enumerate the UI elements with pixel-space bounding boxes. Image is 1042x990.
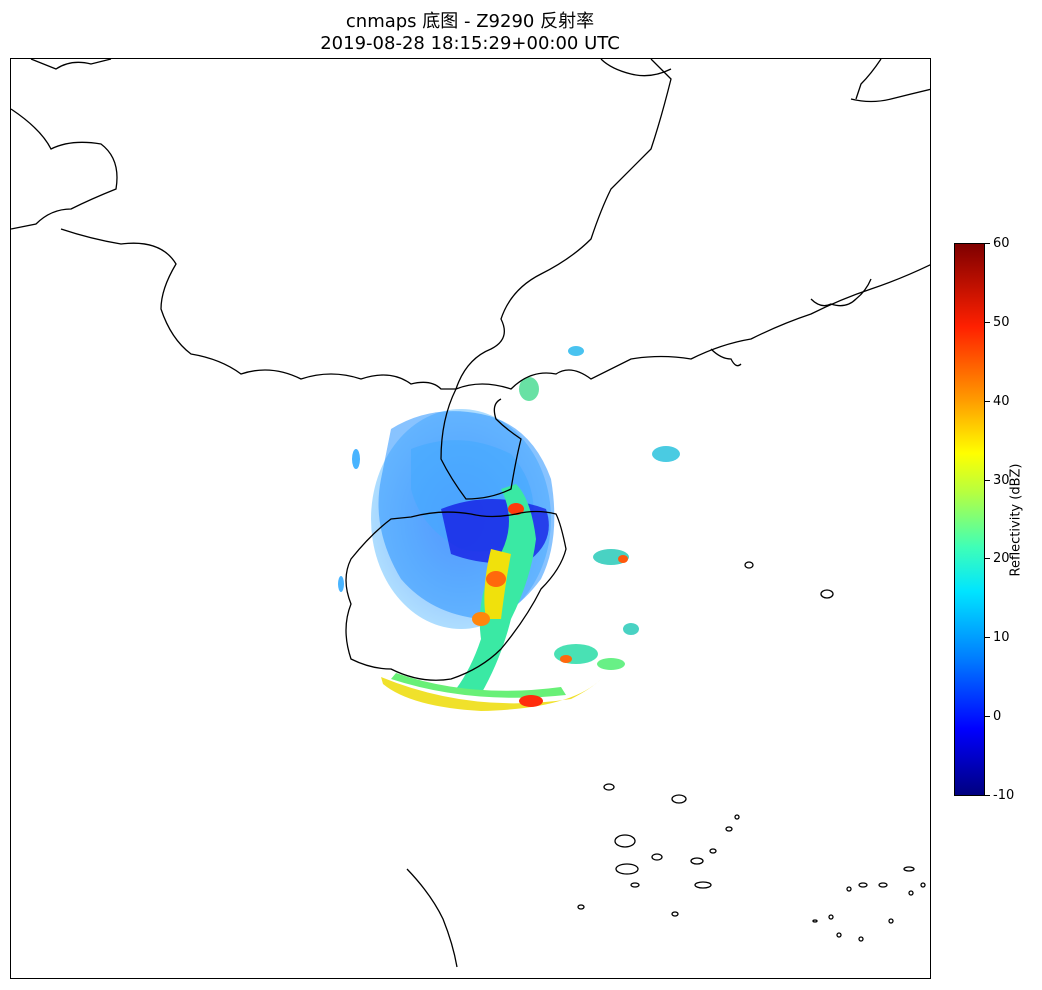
map-plot-area <box>10 58 931 979</box>
island-1 <box>744 561 754 569</box>
radar-echo-layer <box>338 346 680 711</box>
island-2 <box>820 589 834 599</box>
colorbar-tick-label: 30 <box>993 473 1010 488</box>
reflectivity-colorbar <box>954 243 985 796</box>
province-border-top-right <box>600 59 672 77</box>
island-14 <box>725 826 733 832</box>
map-canvas <box>11 59 930 968</box>
province-border-north <box>60 228 456 390</box>
map-subtitle-timestamp: 2019-08-28 18:15:29+00:00 UTC <box>320 33 620 54</box>
pearl-river-coast-islands <box>810 278 872 307</box>
island-6 <box>615 863 639 875</box>
island-5 <box>614 834 636 848</box>
colorbar-tick-label: 20 <box>993 551 1010 566</box>
colorbar-tick-label: -10 <box>993 788 1015 803</box>
province-border-northwest <box>11 108 118 230</box>
province-border-ne-corner <box>855 59 882 100</box>
island-25 <box>908 890 914 896</box>
colorbar-tick <box>985 716 990 717</box>
colorbar-tick-label: 0 <box>993 709 1002 724</box>
province-border-top <box>30 59 112 70</box>
colorbar-tick <box>985 795 990 796</box>
island-20 <box>846 886 852 892</box>
colorbar-tick-label: 50 <box>993 315 1010 330</box>
island-23 <box>858 936 864 942</box>
colorbar-tick-label: 60 <box>993 236 1010 251</box>
island-16 <box>858 882 868 888</box>
coastal-islands-east <box>710 348 742 367</box>
colorbar-tick <box>985 401 990 402</box>
coastline-south-china <box>455 264 930 390</box>
island-19 <box>920 882 926 888</box>
island-9 <box>694 881 712 889</box>
island-26 <box>812 919 818 923</box>
island-12 <box>671 911 679 917</box>
colorbar-tick <box>985 480 990 481</box>
island-3 <box>603 783 615 791</box>
island-22 <box>836 932 842 938</box>
leizhou-coast <box>440 388 522 500</box>
colorbar-title: Reflectivity (dBZ) <box>1008 463 1024 577</box>
maritime-boundary-line <box>406 868 458 968</box>
island-21 <box>828 914 834 920</box>
island-18 <box>903 866 915 872</box>
island-11 <box>577 904 585 910</box>
colorbar-tick <box>985 243 990 244</box>
island-17 <box>878 882 888 888</box>
province-border-east <box>455 59 672 390</box>
island-8 <box>690 857 704 865</box>
colorbar-tick-label: 40 <box>993 394 1010 409</box>
hainan-island-outline <box>345 510 567 681</box>
island-4 <box>671 794 687 804</box>
colorbar-tick-label: 10 <box>993 630 1010 645</box>
boundary-lines <box>11 59 930 968</box>
province-border-northeast <box>850 88 930 103</box>
colorbar-tick <box>985 322 990 323</box>
colorbar-tick <box>985 558 990 559</box>
island-13 <box>709 848 717 854</box>
map-title: cnmaps 底图 - Z9290 反射率 <box>345 11 595 32</box>
island-10 <box>630 882 640 888</box>
island-24 <box>888 918 894 924</box>
colorbar-tick <box>985 637 990 638</box>
island-15 <box>734 814 740 820</box>
island-7 <box>651 853 663 861</box>
